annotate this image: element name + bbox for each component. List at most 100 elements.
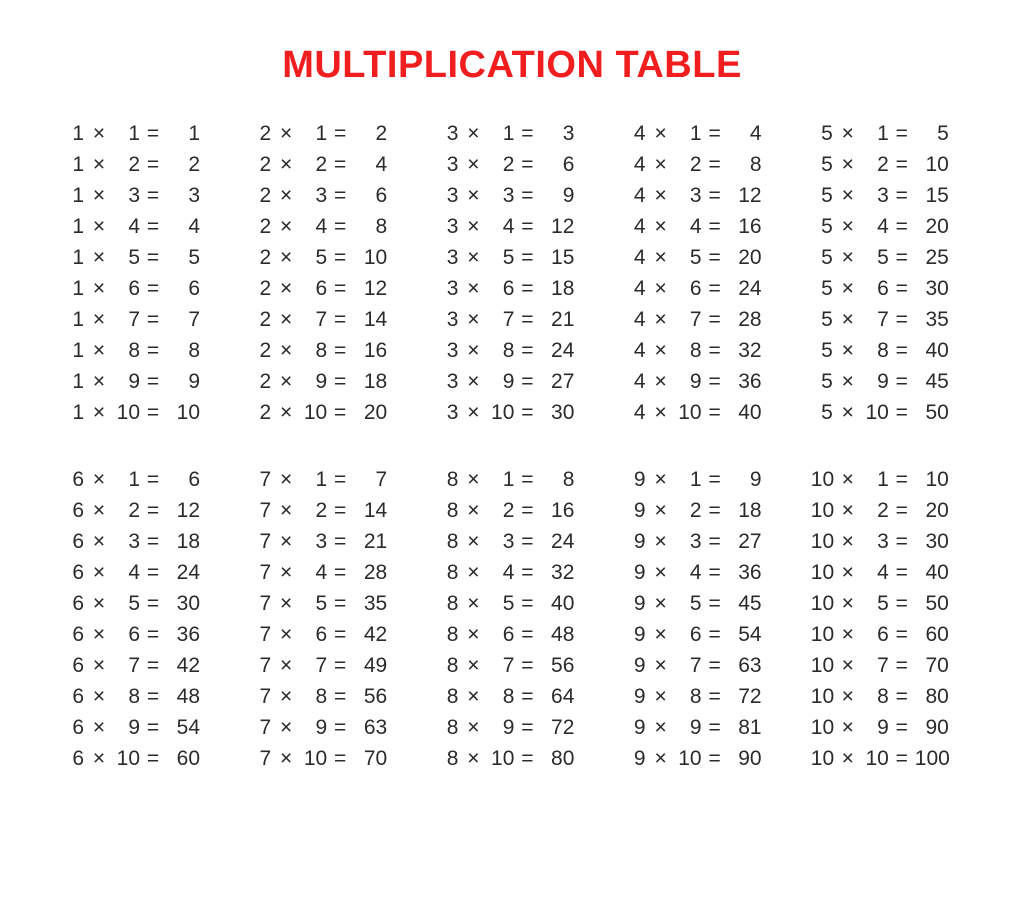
equation-row: 6×3=18 <box>62 531 231 552</box>
multiplicand: 6 <box>62 655 84 676</box>
equals-symbol: = <box>514 185 540 206</box>
multiplier: 1 <box>863 469 889 490</box>
product: 72 <box>540 717 574 738</box>
equals-symbol: = <box>889 624 915 645</box>
product: 12 <box>166 500 200 521</box>
equation-row: 5×9=45 <box>811 371 980 392</box>
equals-symbol: = <box>514 500 540 521</box>
times-symbol: × <box>271 309 301 330</box>
multiplicand: 8 <box>436 748 458 769</box>
multiplier: 8 <box>114 686 140 707</box>
multiplicand: 2 <box>249 216 271 237</box>
multiplier: 2 <box>488 154 514 175</box>
multiplicand: 10 <box>811 624 833 645</box>
multiplier: 9 <box>114 371 140 392</box>
times-symbol: × <box>646 624 676 645</box>
product: 10 <box>915 469 949 490</box>
equals-symbol: = <box>889 309 915 330</box>
multiplier: 1 <box>488 123 514 144</box>
times-symbol: × <box>84 278 114 299</box>
equation-row: 4×3=12 <box>624 185 793 206</box>
times-symbol: × <box>84 216 114 237</box>
times-symbol: × <box>833 185 863 206</box>
times-symbol: × <box>271 402 301 423</box>
multiplicand: 2 <box>249 278 271 299</box>
multiplicand: 2 <box>249 309 271 330</box>
times-symbol: × <box>833 309 863 330</box>
multiplier: 7 <box>114 309 140 330</box>
equals-symbol: = <box>327 655 353 676</box>
times-symbol: × <box>84 531 114 552</box>
multiplier: 6 <box>114 278 140 299</box>
multiplicand: 3 <box>436 340 458 361</box>
product: 21 <box>540 309 574 330</box>
multiplicand: 10 <box>811 531 833 552</box>
multiplier: 9 <box>301 371 327 392</box>
multiplier: 5 <box>114 593 140 614</box>
equation-row: 10×5=50 <box>811 593 980 614</box>
times-symbol: × <box>646 562 676 583</box>
equals-symbol: = <box>327 154 353 175</box>
times-symbol: × <box>458 593 488 614</box>
multiplicand: 10 <box>811 717 833 738</box>
equals-symbol: = <box>140 371 166 392</box>
equation-row: 5×4=20 <box>811 216 980 237</box>
equals-symbol: = <box>702 748 728 769</box>
equation-row: 9×7=63 <box>624 655 793 676</box>
product: 15 <box>540 247 574 268</box>
multiplicand: 1 <box>62 154 84 175</box>
multiplier: 1 <box>676 123 702 144</box>
product: 18 <box>540 278 574 299</box>
multiplier: 10 <box>301 748 327 769</box>
multiplier: 5 <box>488 247 514 268</box>
times-symbol: × <box>458 717 488 738</box>
equals-symbol: = <box>140 562 166 583</box>
multiplier: 4 <box>676 562 702 583</box>
multiplicand: 1 <box>62 340 84 361</box>
equation-row: 8×3=24 <box>436 531 605 552</box>
product: 12 <box>353 278 387 299</box>
multiplicand: 8 <box>436 655 458 676</box>
equation-row: 7×1=7 <box>249 469 418 490</box>
equation-row: 3×1=3 <box>436 123 605 144</box>
equation-row: 6×8=48 <box>62 686 231 707</box>
multiplier: 2 <box>863 500 889 521</box>
times-symbol: × <box>84 154 114 175</box>
multiplier: 4 <box>863 562 889 583</box>
multiplier: 4 <box>301 216 327 237</box>
equals-symbol: = <box>514 123 540 144</box>
multiplier: 6 <box>863 624 889 645</box>
equals-symbol: = <box>514 402 540 423</box>
times-symbol: × <box>646 531 676 552</box>
multiplier: 3 <box>114 185 140 206</box>
multiplicand: 9 <box>624 531 646 552</box>
multiplicand: 2 <box>249 402 271 423</box>
multiplier: 8 <box>863 686 889 707</box>
product: 20 <box>915 500 949 521</box>
multiplier: 5 <box>301 593 327 614</box>
equation-row: 7×5=35 <box>249 593 418 614</box>
multiplicand: 8 <box>436 500 458 521</box>
equals-symbol: = <box>889 655 915 676</box>
equation-row: 8×1=8 <box>436 469 605 490</box>
times-symbol: × <box>458 469 488 490</box>
times-symbol: × <box>646 655 676 676</box>
equals-symbol: = <box>140 216 166 237</box>
equals-symbol: = <box>889 531 915 552</box>
multiplier: 10 <box>676 748 702 769</box>
product: 40 <box>540 593 574 614</box>
equation-row: 4×1=4 <box>624 123 793 144</box>
equation-row: 8×9=72 <box>436 717 605 738</box>
multiplier: 9 <box>863 717 889 738</box>
equals-symbol: = <box>327 123 353 144</box>
times-symbol: × <box>646 154 676 175</box>
times-symbol: × <box>271 185 301 206</box>
equation-row: 9×9=81 <box>624 717 793 738</box>
times-symbol: × <box>458 655 488 676</box>
equals-symbol: = <box>702 371 728 392</box>
times-symbol: × <box>458 624 488 645</box>
multiplier: 2 <box>676 154 702 175</box>
product: 30 <box>915 278 949 299</box>
multiplicand: 3 <box>436 247 458 268</box>
product: 28 <box>353 562 387 583</box>
